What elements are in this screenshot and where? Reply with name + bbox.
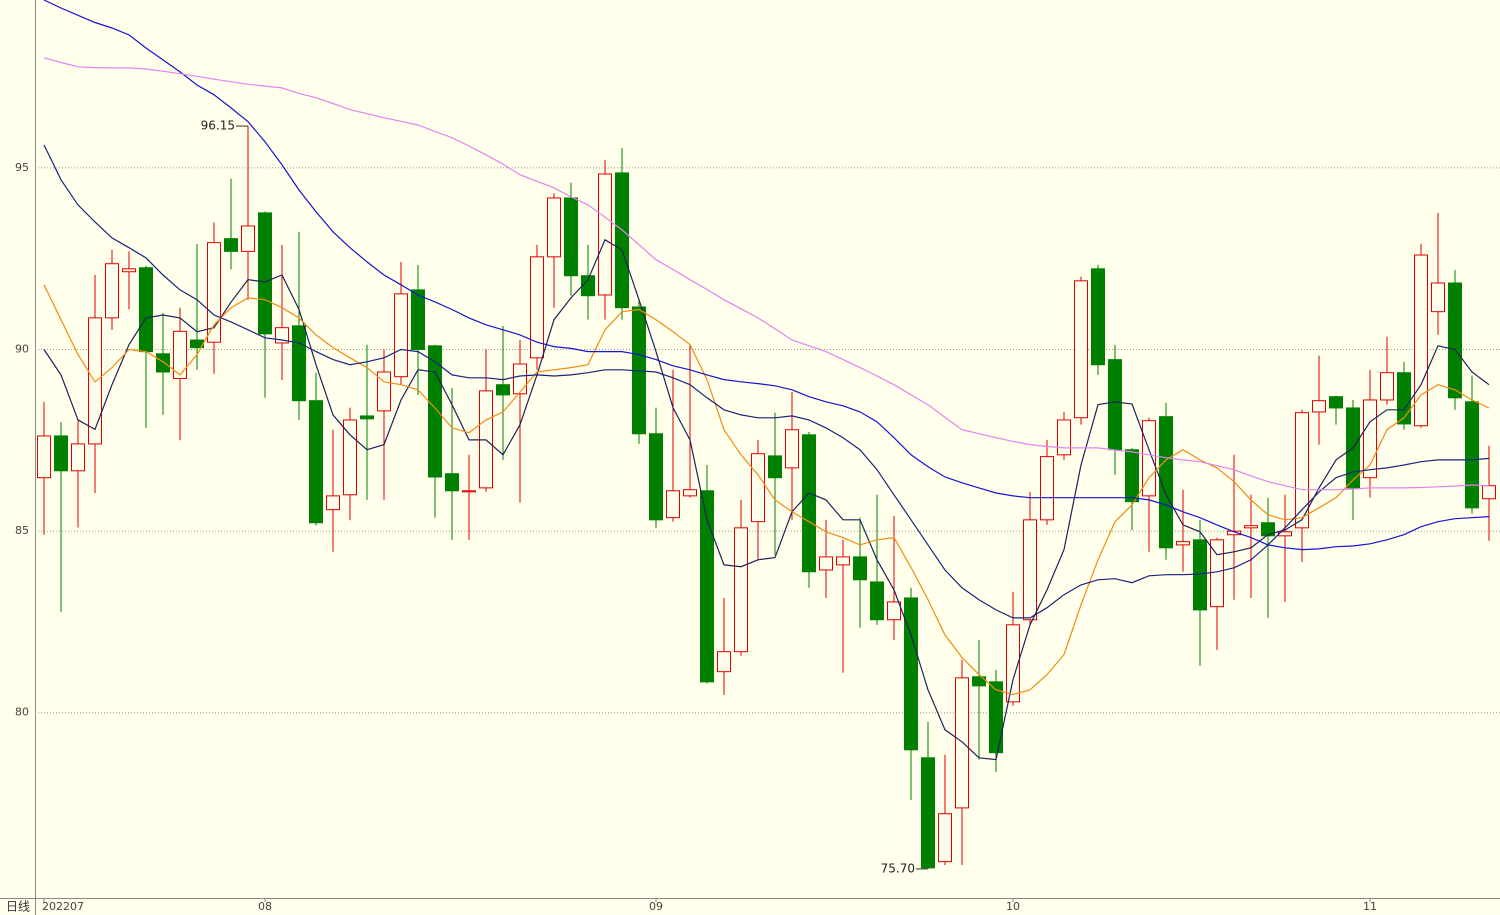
candle-body bbox=[258, 212, 272, 335]
candle-body bbox=[122, 268, 136, 273]
candle-body bbox=[173, 330, 187, 380]
candle-body bbox=[513, 363, 527, 395]
candle-body bbox=[496, 384, 510, 396]
candle-body bbox=[1261, 522, 1275, 537]
candle-body bbox=[989, 681, 1003, 754]
candle-body bbox=[326, 495, 340, 511]
candle-body bbox=[394, 293, 408, 378]
candle-body bbox=[853, 556, 867, 581]
y-tick-label: 95 bbox=[15, 161, 29, 174]
candle-body bbox=[1329, 396, 1343, 409]
candle-body bbox=[411, 289, 425, 350]
candle-body bbox=[1074, 280, 1088, 419]
candle-body bbox=[666, 490, 680, 519]
candle-body bbox=[734, 527, 748, 653]
candle-body bbox=[1108, 359, 1122, 451]
candle-body bbox=[615, 172, 629, 309]
candle-body bbox=[462, 490, 476, 493]
candle-body bbox=[700, 490, 714, 683]
candle-body bbox=[955, 677, 969, 809]
candle-body bbox=[71, 443, 85, 472]
y-tick-label: 80 bbox=[15, 706, 29, 719]
candle-body bbox=[938, 813, 952, 863]
candle-body bbox=[683, 489, 697, 497]
candle-body bbox=[309, 400, 323, 524]
candle-body bbox=[1210, 539, 1224, 608]
moving-average-line bbox=[43, 238, 1490, 761]
candle-body bbox=[37, 435, 51, 479]
candle-body bbox=[1431, 282, 1445, 313]
candle-body bbox=[1482, 485, 1496, 500]
candle-body bbox=[768, 455, 782, 479]
candle-body bbox=[1414, 254, 1428, 427]
moving-average-line bbox=[43, 57, 1490, 491]
candle-body bbox=[581, 275, 595, 297]
candle-body bbox=[751, 453, 765, 523]
candle-body bbox=[1295, 412, 1309, 529]
candle-body bbox=[564, 197, 578, 277]
moving-average-line bbox=[43, 0, 1490, 551]
x-tick-label: 10 bbox=[1006, 900, 1020, 913]
candle-body bbox=[785, 429, 799, 469]
candle-body bbox=[292, 325, 306, 402]
candle-body bbox=[343, 419, 357, 496]
candle-body bbox=[530, 256, 544, 359]
candle-body bbox=[1227, 530, 1241, 536]
candle-body bbox=[717, 651, 731, 673]
candle-body bbox=[1159, 416, 1173, 549]
candle-body bbox=[1363, 399, 1377, 479]
candle-body bbox=[1006, 624, 1020, 703]
candle-body bbox=[1244, 525, 1258, 529]
candle-body bbox=[1448, 282, 1462, 399]
candle-body bbox=[904, 597, 918, 751]
candle-body bbox=[224, 238, 238, 252]
candle-body bbox=[139, 267, 153, 353]
candle-body bbox=[1040, 456, 1054, 521]
moving-average-line bbox=[43, 284, 1490, 696]
candle-body bbox=[1057, 419, 1071, 456]
candle-body bbox=[445, 473, 459, 492]
candle-body bbox=[241, 225, 255, 252]
candle-body bbox=[802, 434, 816, 573]
x-tick-label: 08 bbox=[258, 900, 272, 913]
candle-body bbox=[921, 757, 935, 869]
candle-body bbox=[972, 676, 986, 687]
candle-body bbox=[1125, 449, 1139, 503]
candle-body bbox=[836, 556, 850, 566]
candle-body bbox=[360, 415, 374, 420]
candle-body bbox=[870, 581, 884, 621]
candle-body bbox=[547, 197, 561, 258]
candle-body bbox=[649, 433, 663, 521]
candle-body bbox=[1465, 401, 1479, 509]
period-label: 日线 bbox=[6, 900, 30, 914]
x-tick-label: 11 bbox=[1363, 900, 1377, 913]
annotation: 75.70 bbox=[881, 861, 915, 875]
annotation: 96.15 bbox=[201, 119, 235, 133]
candle-body bbox=[377, 371, 391, 412]
moving-average-line bbox=[43, 144, 1490, 619]
candle-body bbox=[887, 601, 901, 621]
candle-body bbox=[156, 353, 170, 373]
x-tick-label: 09 bbox=[649, 900, 663, 913]
x-tick-label: 202207 bbox=[42, 900, 84, 913]
candle-body bbox=[1091, 268, 1105, 366]
candle-body bbox=[598, 173, 612, 296]
candle-body bbox=[819, 556, 833, 571]
candle-body bbox=[54, 435, 68, 472]
candle-body bbox=[1176, 541, 1190, 546]
candle-body bbox=[1193, 539, 1207, 611]
candle-body bbox=[105, 263, 119, 319]
candle-body bbox=[1312, 400, 1326, 413]
candle-body bbox=[1397, 372, 1411, 425]
candle-body bbox=[1023, 519, 1037, 621]
candle-body bbox=[207, 242, 221, 343]
y-tick-label: 85 bbox=[15, 524, 29, 537]
candle-body bbox=[1380, 372, 1394, 401]
y-tick-label: 90 bbox=[15, 342, 29, 355]
